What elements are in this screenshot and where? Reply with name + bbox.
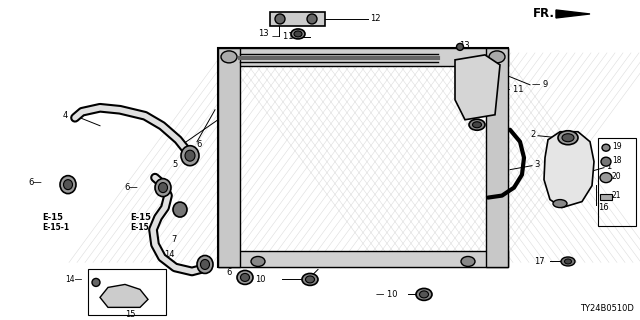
Text: 20: 20 [612,172,621,181]
Ellipse shape [63,180,72,190]
Text: — 9: — 9 [532,80,548,89]
Text: 14: 14 [164,250,175,259]
Ellipse shape [562,134,574,142]
Text: — 11: — 11 [273,32,294,41]
Ellipse shape [302,274,318,285]
Ellipse shape [561,257,575,266]
Text: 5: 5 [172,160,178,169]
Text: E-15: E-15 [130,213,151,222]
Polygon shape [544,132,594,208]
Text: 6: 6 [226,268,232,277]
Ellipse shape [221,51,237,63]
Bar [270,12,325,26]
Text: 13: 13 [459,41,470,51]
Ellipse shape [173,202,187,217]
Ellipse shape [461,256,475,267]
Bar [486,48,508,268]
Text: FR.: FR. [533,7,555,20]
Ellipse shape [251,256,265,267]
Ellipse shape [600,173,612,183]
Polygon shape [556,10,590,18]
Ellipse shape [601,157,611,166]
Bar [600,194,612,200]
Ellipse shape [185,150,195,161]
Ellipse shape [489,51,505,63]
Ellipse shape [200,260,209,269]
Text: E-15-1: E-15-1 [42,223,69,232]
Ellipse shape [602,144,610,151]
Bar [218,48,508,66]
Bar [218,48,508,268]
Text: 1: 1 [606,162,611,171]
Ellipse shape [307,14,317,24]
Ellipse shape [241,274,250,281]
Ellipse shape [419,291,429,298]
Ellipse shape [305,276,314,283]
Text: 15: 15 [125,310,135,319]
Text: E-15: E-15 [42,213,63,222]
Text: 21: 21 [612,191,621,200]
Bar [88,269,166,315]
Ellipse shape [416,288,432,300]
Text: E-15-1: E-15-1 [130,223,157,232]
Ellipse shape [291,29,305,39]
Ellipse shape [60,176,76,194]
Ellipse shape [456,44,463,50]
Text: 14—: 14— [65,275,82,284]
Text: 4: 4 [63,111,68,120]
Ellipse shape [564,259,572,264]
Polygon shape [100,284,148,308]
Ellipse shape [553,200,567,208]
Ellipse shape [472,122,481,128]
Polygon shape [455,55,500,120]
Ellipse shape [197,255,213,274]
Text: 7: 7 [172,235,177,244]
Ellipse shape [275,14,285,24]
Text: 3: 3 [534,160,540,169]
Ellipse shape [469,119,485,130]
Text: — 10: — 10 [376,290,398,299]
Text: 12: 12 [370,14,381,23]
Bar [218,48,240,268]
Text: — 11: — 11 [502,85,524,94]
Ellipse shape [237,270,253,284]
Ellipse shape [181,146,199,166]
Text: 8: 8 [159,203,165,212]
Text: 10: 10 [255,275,266,284]
Text: 6—: 6— [28,178,42,187]
Text: 17: 17 [534,257,545,266]
Bar [218,252,508,268]
Text: 2: 2 [531,130,536,139]
Ellipse shape [558,131,578,145]
Text: 13: 13 [259,29,269,38]
Text: 16: 16 [598,203,609,212]
Bar [598,138,636,226]
Text: 19: 19 [612,142,621,151]
Text: 6: 6 [196,140,202,149]
Text: 18: 18 [612,156,621,165]
Ellipse shape [92,278,100,286]
Text: 6—: 6— [124,183,138,192]
Text: TY24B0510D: TY24B0510D [580,304,634,313]
Ellipse shape [294,31,302,37]
Ellipse shape [159,183,168,193]
Ellipse shape [155,179,171,196]
